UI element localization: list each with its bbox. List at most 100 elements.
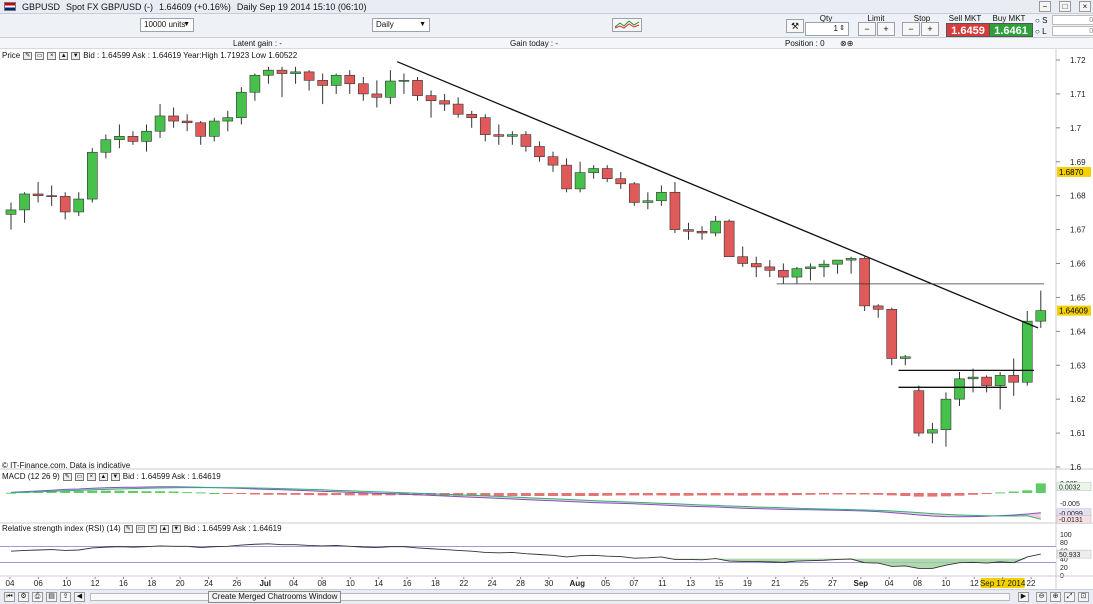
chart-type-icon[interactable] bbox=[612, 18, 642, 32]
first-icon[interactable]: ⏮ bbox=[4, 592, 15, 602]
y-tick-label: 1.62 bbox=[1070, 395, 1086, 404]
settings-icon[interactable]: ✎ bbox=[62, 472, 72, 481]
candle bbox=[385, 70, 396, 105]
candle bbox=[290, 66, 301, 84]
candle bbox=[845, 256, 857, 274]
candle-body-down bbox=[981, 376, 992, 386]
window-icon[interactable]: ▭ bbox=[35, 51, 45, 60]
window-icon[interactable]: ▭ bbox=[135, 524, 145, 533]
candle bbox=[737, 246, 749, 267]
x-tick-label: Aug bbox=[569, 579, 585, 588]
zoom-out-icon[interactable]: ⊖ bbox=[1036, 592, 1047, 602]
tools-icon[interactable]: ⚒ bbox=[786, 19, 804, 33]
close-panel-icon[interactable]: × bbox=[147, 524, 157, 533]
x-tick-label: 13 bbox=[686, 579, 695, 588]
macd-histogram-bar bbox=[6, 492, 16, 494]
zoom-in-icon[interactable]: ⊕ bbox=[1050, 592, 1061, 602]
macd-histogram-bar bbox=[1008, 491, 1019, 493]
candle-body-up bbox=[710, 220, 721, 234]
badge-text: 1.6870 bbox=[1059, 168, 1084, 177]
x-tick-label: 04 bbox=[885, 579, 894, 588]
macd-histogram-bar bbox=[534, 493, 545, 496]
candle bbox=[954, 372, 965, 406]
candle bbox=[1035, 290, 1047, 328]
candle-body-down bbox=[32, 193, 44, 196]
candle bbox=[588, 165, 599, 179]
minimize-icon[interactable]: − bbox=[1039, 1, 1051, 12]
save-icon[interactable]: ▤ bbox=[46, 592, 57, 602]
y-tick-label: 1.64 bbox=[1070, 327, 1086, 336]
spinner-icon[interactable]: ⇕ bbox=[839, 25, 845, 32]
macd-histogram-bar bbox=[561, 493, 572, 496]
badge-text: 0.0032 bbox=[1059, 485, 1081, 492]
close-panel-icon[interactable]: × bbox=[86, 472, 96, 481]
scroll-right-icon[interactable]: ▶ bbox=[1018, 592, 1029, 602]
candle-body-down bbox=[344, 74, 356, 85]
candle bbox=[642, 192, 654, 210]
down-icon[interactable]: ▼ bbox=[171, 524, 181, 533]
x-tick-label: 18 bbox=[147, 579, 156, 588]
candle-body-up bbox=[398, 80, 410, 82]
x-tick-label: 22 bbox=[1027, 579, 1036, 588]
drawn-lines bbox=[396, 61, 1044, 388]
candle bbox=[452, 97, 464, 118]
units-select[interactable]: 10000 units ▼ bbox=[140, 18, 194, 32]
scroll-left-icon[interactable]: ◀ bbox=[74, 592, 85, 602]
l-radio[interactable]: ○ L bbox=[1035, 27, 1047, 36]
buy-button[interactable]: 1.6461 bbox=[989, 23, 1033, 37]
close-panel-icon[interactable]: × bbox=[47, 51, 57, 60]
settings-icon[interactable]: ⚙ bbox=[18, 592, 29, 602]
down-icon[interactable]: ▼ bbox=[110, 472, 120, 481]
up-icon[interactable]: ▲ bbox=[59, 51, 69, 60]
badge-text: 50.933 bbox=[1059, 552, 1081, 559]
stop-plus-icon[interactable]: + bbox=[921, 22, 939, 36]
position-icons[interactable]: ⊗⊕ bbox=[840, 39, 854, 48]
maximize-icon[interactable]: □ bbox=[1059, 1, 1071, 12]
limit-minus-icon[interactable]: − bbox=[858, 22, 876, 36]
l-input[interactable]: 0.0 bbox=[1052, 26, 1093, 36]
qty-input[interactable]: 1 ⇕ bbox=[805, 22, 849, 36]
macd-histogram-bar bbox=[100, 490, 111, 493]
candle bbox=[236, 87, 247, 125]
stop-minus-icon[interactable]: − bbox=[902, 22, 920, 36]
s-input[interactable]: 0.0 bbox=[1052, 15, 1093, 25]
close-icon[interactable]: × bbox=[1079, 1, 1091, 12]
y-tick-label: 1.72 bbox=[1070, 56, 1086, 65]
settings-icon[interactable]: ✎ bbox=[123, 524, 133, 533]
x-tick-label: 06 bbox=[34, 579, 43, 588]
down-icon[interactable]: ▼ bbox=[71, 51, 81, 60]
create-chatrooms-button[interactable]: Create Merged Chatrooms Window bbox=[208, 591, 342, 603]
macd-histogram-bar bbox=[548, 493, 558, 496]
macd-histogram-bar bbox=[46, 491, 57, 493]
settings-icon[interactable]: ✎ bbox=[23, 51, 33, 60]
candle bbox=[669, 182, 681, 233]
sell-button[interactable]: 1.6459 bbox=[946, 23, 990, 37]
up-icon[interactable]: ▲ bbox=[159, 524, 169, 533]
candle bbox=[479, 114, 491, 142]
candle bbox=[507, 131, 518, 145]
instrument-name: Spot FX GBP/USD (-) bbox=[66, 1, 154, 12]
candle-body-up bbox=[588, 168, 599, 173]
macd-histogram-bar bbox=[751, 493, 762, 496]
zoom-icon[interactable]: ⊡ bbox=[1078, 592, 1089, 602]
window-icon[interactable]: ▭ bbox=[74, 472, 84, 481]
period-select[interactable]: Daily ▼ bbox=[372, 18, 430, 32]
horizontal-scrollbar[interactable] bbox=[90, 593, 1010, 601]
candle bbox=[832, 259, 843, 274]
up-icon[interactable]: ▲ bbox=[98, 472, 108, 481]
chart-canvas[interactable]: 1.72 1.71 1.7 1.69 1.68 1.67 1.66 1.65 1.64 1.63 1… bbox=[0, 49, 1093, 589]
candle-body-up bbox=[236, 91, 247, 118]
limit-plus-icon[interactable]: + bbox=[877, 22, 895, 36]
print-icon[interactable]: ⎙ bbox=[32, 592, 43, 602]
export-icon[interactable]: ⇪ bbox=[60, 592, 71, 602]
candle-body-up bbox=[330, 74, 342, 86]
s-radio[interactable]: ○ S bbox=[1035, 16, 1048, 25]
candle-body-down bbox=[601, 168, 613, 180]
zoom-fit-icon[interactable]: ⤢ bbox=[1064, 592, 1075, 602]
period-value: Daily bbox=[376, 20, 394, 29]
l-label: L bbox=[1042, 27, 1047, 36]
qty-label: Qty bbox=[819, 14, 833, 23]
candle-body-up bbox=[954, 378, 965, 400]
chevron-down-icon: ▼ bbox=[419, 21, 426, 28]
macd-panel-info: Bid : 1.64599 Ask : 1.64619 bbox=[122, 472, 221, 481]
